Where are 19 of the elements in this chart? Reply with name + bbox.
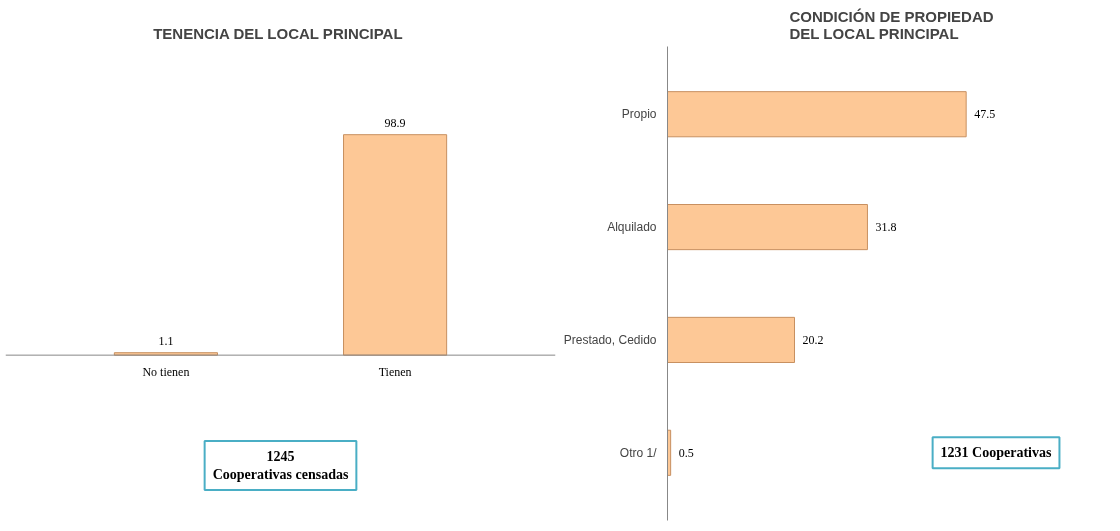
- y-tick-label: Propio: [621, 107, 657, 122]
- x-tick-label: No tienen: [142, 365, 190, 380]
- bar: [667, 204, 868, 251]
- data-label: 47.5: [974, 107, 996, 122]
- x-tick-label: Tienen: [378, 365, 412, 380]
- data-label: 31.8: [875, 220, 897, 235]
- annotation: 1231 Cooperativas: [940, 445, 1052, 461]
- data-label: 0.5: [678, 445, 694, 460]
- y-tick-label: Otro 1/: [619, 445, 658, 460]
- data-label: 20.2: [802, 332, 824, 347]
- chart-title: CONDICIÓN DE PROPIEDAD DEL LOCAL PRINCIPAL: [789, 7, 994, 42]
- data-label: 1.1: [158, 333, 174, 348]
- bar: [667, 316, 796, 363]
- y-tick-label: Prestado, Cedido: [563, 332, 657, 347]
- y-tick-label: Alquilado: [607, 220, 657, 235]
- chart-title: TENENCIA DEL LOCAL PRINCIPAL: [153, 24, 403, 42]
- text: 1245 Cooperativas censadas: [212, 448, 349, 482]
- data-label: 98.9: [384, 115, 406, 130]
- bar: [667, 91, 967, 138]
